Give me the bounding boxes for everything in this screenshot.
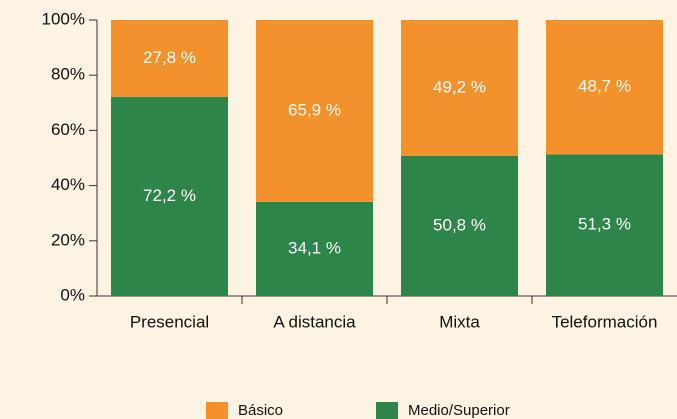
bar-segment: [401, 155, 518, 296]
bar-segment: [111, 20, 228, 97]
legend-label: Básico: [238, 402, 283, 419]
y-tick-label: 100%: [42, 9, 85, 28]
bar-segment: [546, 154, 663, 296]
data-label: 34,1 %: [288, 238, 341, 257]
data-label: 72,2 %: [143, 186, 196, 205]
bar-segment: [401, 20, 518, 156]
data-label: 27,8 %: [143, 48, 196, 67]
bar-segment: [546, 20, 663, 155]
data-label: 49,2 %: [433, 77, 486, 96]
y-tick-label: 0%: [60, 285, 85, 304]
legend-swatch: [376, 402, 398, 419]
y-tick-label: 80%: [51, 65, 85, 84]
x-tick-label: A distancia: [273, 312, 356, 331]
y-tick-label: 20%: [51, 230, 85, 249]
data-label: 50,8 %: [433, 215, 486, 234]
x-tick-label: Presencial: [130, 312, 209, 331]
data-label: 51,3 %: [578, 215, 631, 234]
y-tick-label: 40%: [51, 175, 85, 194]
bar-segment: [256, 201, 373, 296]
y-tick-label: 60%: [51, 120, 85, 139]
x-tick-label: Teleformación: [552, 312, 658, 331]
x-tick-label: Mixta: [439, 312, 480, 331]
legend-swatch: [206, 402, 228, 419]
bar-segment: [111, 96, 228, 296]
data-label: 48,7 %: [578, 77, 631, 96]
legend-label: Medio/Superior: [408, 402, 510, 419]
data-label: 65,9 %: [288, 100, 341, 119]
bar-segment: [256, 20, 373, 202]
